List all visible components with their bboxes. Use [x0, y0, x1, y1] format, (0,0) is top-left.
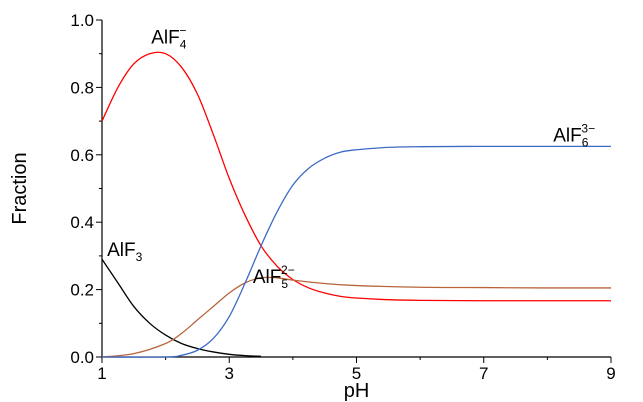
species-label: AlF52−	[253, 263, 295, 291]
species-labels: AlF3 AlF4− AlF52− AlF63−	[107, 24, 595, 291]
x-tick-label: 3	[225, 364, 234, 383]
x-tick-label: 5	[352, 364, 361, 383]
x-axis-title: pH	[344, 380, 370, 402]
x-tick-label: 7	[479, 364, 488, 383]
species-label: AlF3	[107, 240, 143, 264]
y-tick-label: 0.6	[70, 146, 94, 165]
series-line-1	[101, 51, 611, 302]
species-label: AlF4−	[151, 24, 187, 52]
axes: 0.0 0.2 0.4 0.6 0.8 1.0 1 3 5 7 9	[70, 11, 615, 383]
x-tick-label: 9	[606, 364, 615, 383]
y-tick-label: 0.2	[70, 281, 94, 300]
y-tick-label: 0.8	[70, 78, 94, 97]
y-tick-label: 1.0	[70, 11, 94, 30]
series-line-3	[101, 145, 611, 358]
series-line-0	[101, 258, 262, 357]
y-axis-title: Fraction	[9, 152, 31, 224]
series-line-2	[101, 276, 612, 358]
series-lines	[101, 51, 612, 358]
x-tick-label: 1	[97, 364, 106, 383]
y-tick-label: 0.4	[70, 213, 94, 232]
y-tick-label: 0.0	[70, 348, 94, 367]
species-label: AlF63−	[553, 121, 595, 149]
